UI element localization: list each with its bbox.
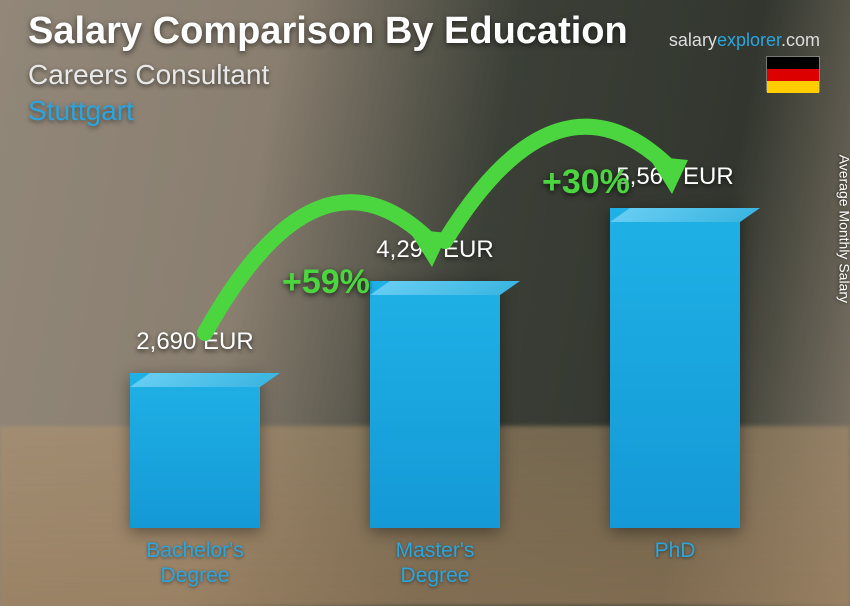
flag-stripe-2	[767, 81, 819, 93]
brand-part1: salary	[669, 30, 717, 50]
bar-2: 5,560 EUR	[610, 208, 740, 528]
flag-stripe-1	[767, 69, 819, 81]
chart-title: Salary Comparison By Education	[28, 10, 628, 53]
chart-subtitle-job: Careers Consultant	[28, 59, 628, 91]
bar-chart: 2,690 EURBachelor'sDegree4,290 EURMaster…	[70, 108, 790, 588]
bar-top-face	[130, 373, 280, 387]
bar-category-0: Bachelor'sDegree	[105, 538, 285, 588]
bar-0: 2,690 EUR	[130, 373, 260, 528]
bar-group-1: 4,290 EURMaster'sDegree	[370, 281, 500, 528]
bar-category-2: PhD	[585, 538, 765, 563]
bar-category-1: Master'sDegree	[345, 538, 525, 588]
y-axis-label: Average Monthly Salary	[836, 155, 850, 303]
bar-group-0: 2,690 EURBachelor'sDegree	[130, 373, 260, 528]
brand-part2: explorer	[717, 30, 781, 50]
bar-value-1: 4,290 EUR	[335, 236, 535, 264]
germany-flag-icon	[766, 56, 820, 92]
increase-label-1: +30%	[542, 163, 630, 202]
flag-stripe-0	[767, 57, 819, 69]
bar-1: 4,290 EUR	[370, 281, 500, 528]
increase-label-0: +59%	[282, 263, 370, 302]
bar-top-face	[610, 208, 760, 222]
bar-top-face	[370, 281, 520, 295]
bar-value-0: 2,690 EUR	[95, 328, 295, 356]
brand-label: salaryexplorer.com	[669, 30, 820, 51]
bar-group-2: 5,560 EURPhD	[610, 208, 740, 528]
brand-part3: .com	[781, 30, 820, 50]
